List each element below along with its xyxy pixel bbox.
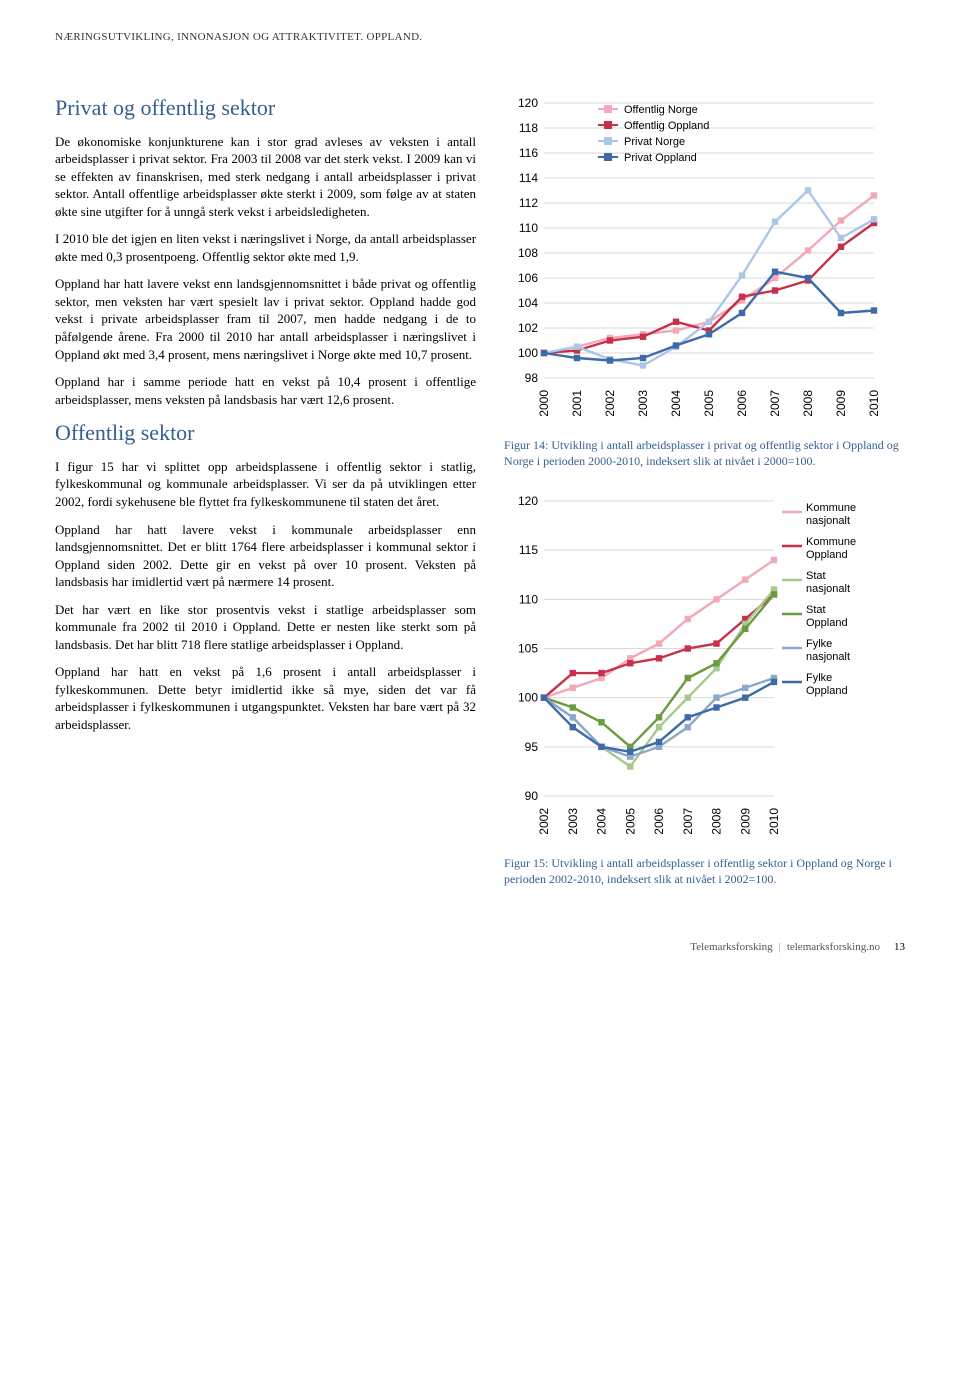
svg-text:2003: 2003 [566,808,580,835]
svg-text:Privat Norge: Privat Norge [624,136,685,148]
svg-text:2006: 2006 [735,390,749,417]
svg-text:Privat Oppland: Privat Oppland [624,152,697,164]
page-footer: Telemarksforsking | telemarksforsking.no… [55,940,905,955]
svg-text:2000: 2000 [537,390,551,417]
svg-text:106: 106 [518,271,538,285]
svg-text:102: 102 [518,321,538,335]
svg-text:2009: 2009 [834,390,848,417]
svg-text:116: 116 [519,146,538,160]
svg-text:104: 104 [518,296,538,310]
svg-text:110: 110 [519,221,538,235]
svg-text:Kommune: Kommune [806,502,856,514]
chart-caption-15: Figur 15: Utvikling i antall arbeidsplas… [504,855,905,887]
svg-text:2007: 2007 [681,808,695,835]
paragraph: Oppland har hatt en vekst på 1,6 prosent… [55,663,476,733]
svg-text:Offentlig Oppland: Offentlig Oppland [624,120,709,132]
svg-text:115: 115 [519,543,538,557]
footer-divider: | [779,940,781,955]
svg-text:Oppland: Oppland [806,685,848,697]
chart-figure-15: 90 95 100 105 110 115 120 2002 2003 2004 2005 2006 2… [504,491,884,851]
svg-text:2009: 2009 [738,808,752,835]
svg-text:Stat: Stat [806,604,826,616]
svg-text:Offentlig Norge: Offentlig Norge [624,104,698,116]
footer-page-number: 13 [894,940,905,955]
chart-figure-14: 98 100 102 104 106 108 110 112 114 116 118 120 2000 2… [504,93,884,433]
svg-text:120: 120 [518,494,538,508]
svg-text:2008: 2008 [801,390,815,417]
svg-text:Oppland: Oppland [806,549,848,561]
svg-text:120: 120 [518,96,538,110]
svg-text:nasjonalt: nasjonalt [806,583,850,595]
svg-text:105: 105 [518,642,538,656]
svg-text:2002: 2002 [537,808,551,835]
chart-caption-14: Figur 14: Utvikling i antall arbeidsplas… [504,437,905,469]
svg-text:112: 112 [519,196,538,210]
footer-org: Telemarksforsking [690,940,772,955]
svg-text:Fylke: Fylke [806,672,832,684]
svg-text:118: 118 [519,121,538,135]
svg-text:Kommune: Kommune [806,536,856,548]
svg-text:100: 100 [518,691,538,705]
svg-text:nasjonalt: nasjonalt [806,515,850,527]
svg-text:2003: 2003 [636,390,650,417]
svg-text:98: 98 [525,371,539,385]
svg-text:100: 100 [518,346,538,360]
paragraph: Det har vært en like stor prosentvis vek… [55,601,476,654]
svg-text:2002: 2002 [603,390,617,417]
footer-site: telemarksforsking.no [787,940,880,955]
page-header: NÆRINGSUTVIKLING, INNONASJON OG ATTRAKTI… [55,30,905,45]
paragraph: Oppland har hatt lavere vekst i kommunal… [55,521,476,591]
right-column: 98 100 102 104 106 108 110 112 114 116 118 120 2000 2… [504,93,905,910]
svg-text:2005: 2005 [702,390,716,417]
svg-text:2005: 2005 [623,808,637,835]
svg-text:2010: 2010 [867,390,881,417]
paragraph: I 2010 ble det igjen en liten vekst i næ… [55,230,476,265]
paragraph: Oppland har hatt lavere vekst enn landsg… [55,275,476,363]
svg-text:2008: 2008 [710,808,724,835]
svg-text:Stat: Stat [806,570,826,582]
svg-text:2001: 2001 [570,390,584,417]
svg-text:95: 95 [525,740,539,754]
svg-text:2004: 2004 [595,808,609,835]
svg-text:108: 108 [518,246,538,260]
paragraph: De økonomiske konjunkturene kan i stor g… [55,133,476,221]
section-title-1: Privat og offentlig sektor [55,93,476,123]
section-title-2: Offentlig sektor [55,418,476,448]
svg-text:2010: 2010 [767,808,781,835]
svg-text:2004: 2004 [669,390,683,417]
svg-text:2006: 2006 [652,808,666,835]
svg-text:114: 114 [519,171,538,185]
svg-text:2007: 2007 [768,390,782,417]
svg-text:90: 90 [525,789,539,803]
paragraph: Oppland har i samme periode hatt en veks… [55,373,476,408]
svg-text:Fylke: Fylke [806,638,832,650]
paragraph: I figur 15 har vi splittet opp arbeidspl… [55,458,476,511]
svg-text:110: 110 [519,593,538,607]
svg-text:nasjonalt: nasjonalt [806,651,850,663]
left-column: Privat og offentlig sektor De økonomiske… [55,93,476,910]
svg-text:Oppland: Oppland [806,617,848,629]
